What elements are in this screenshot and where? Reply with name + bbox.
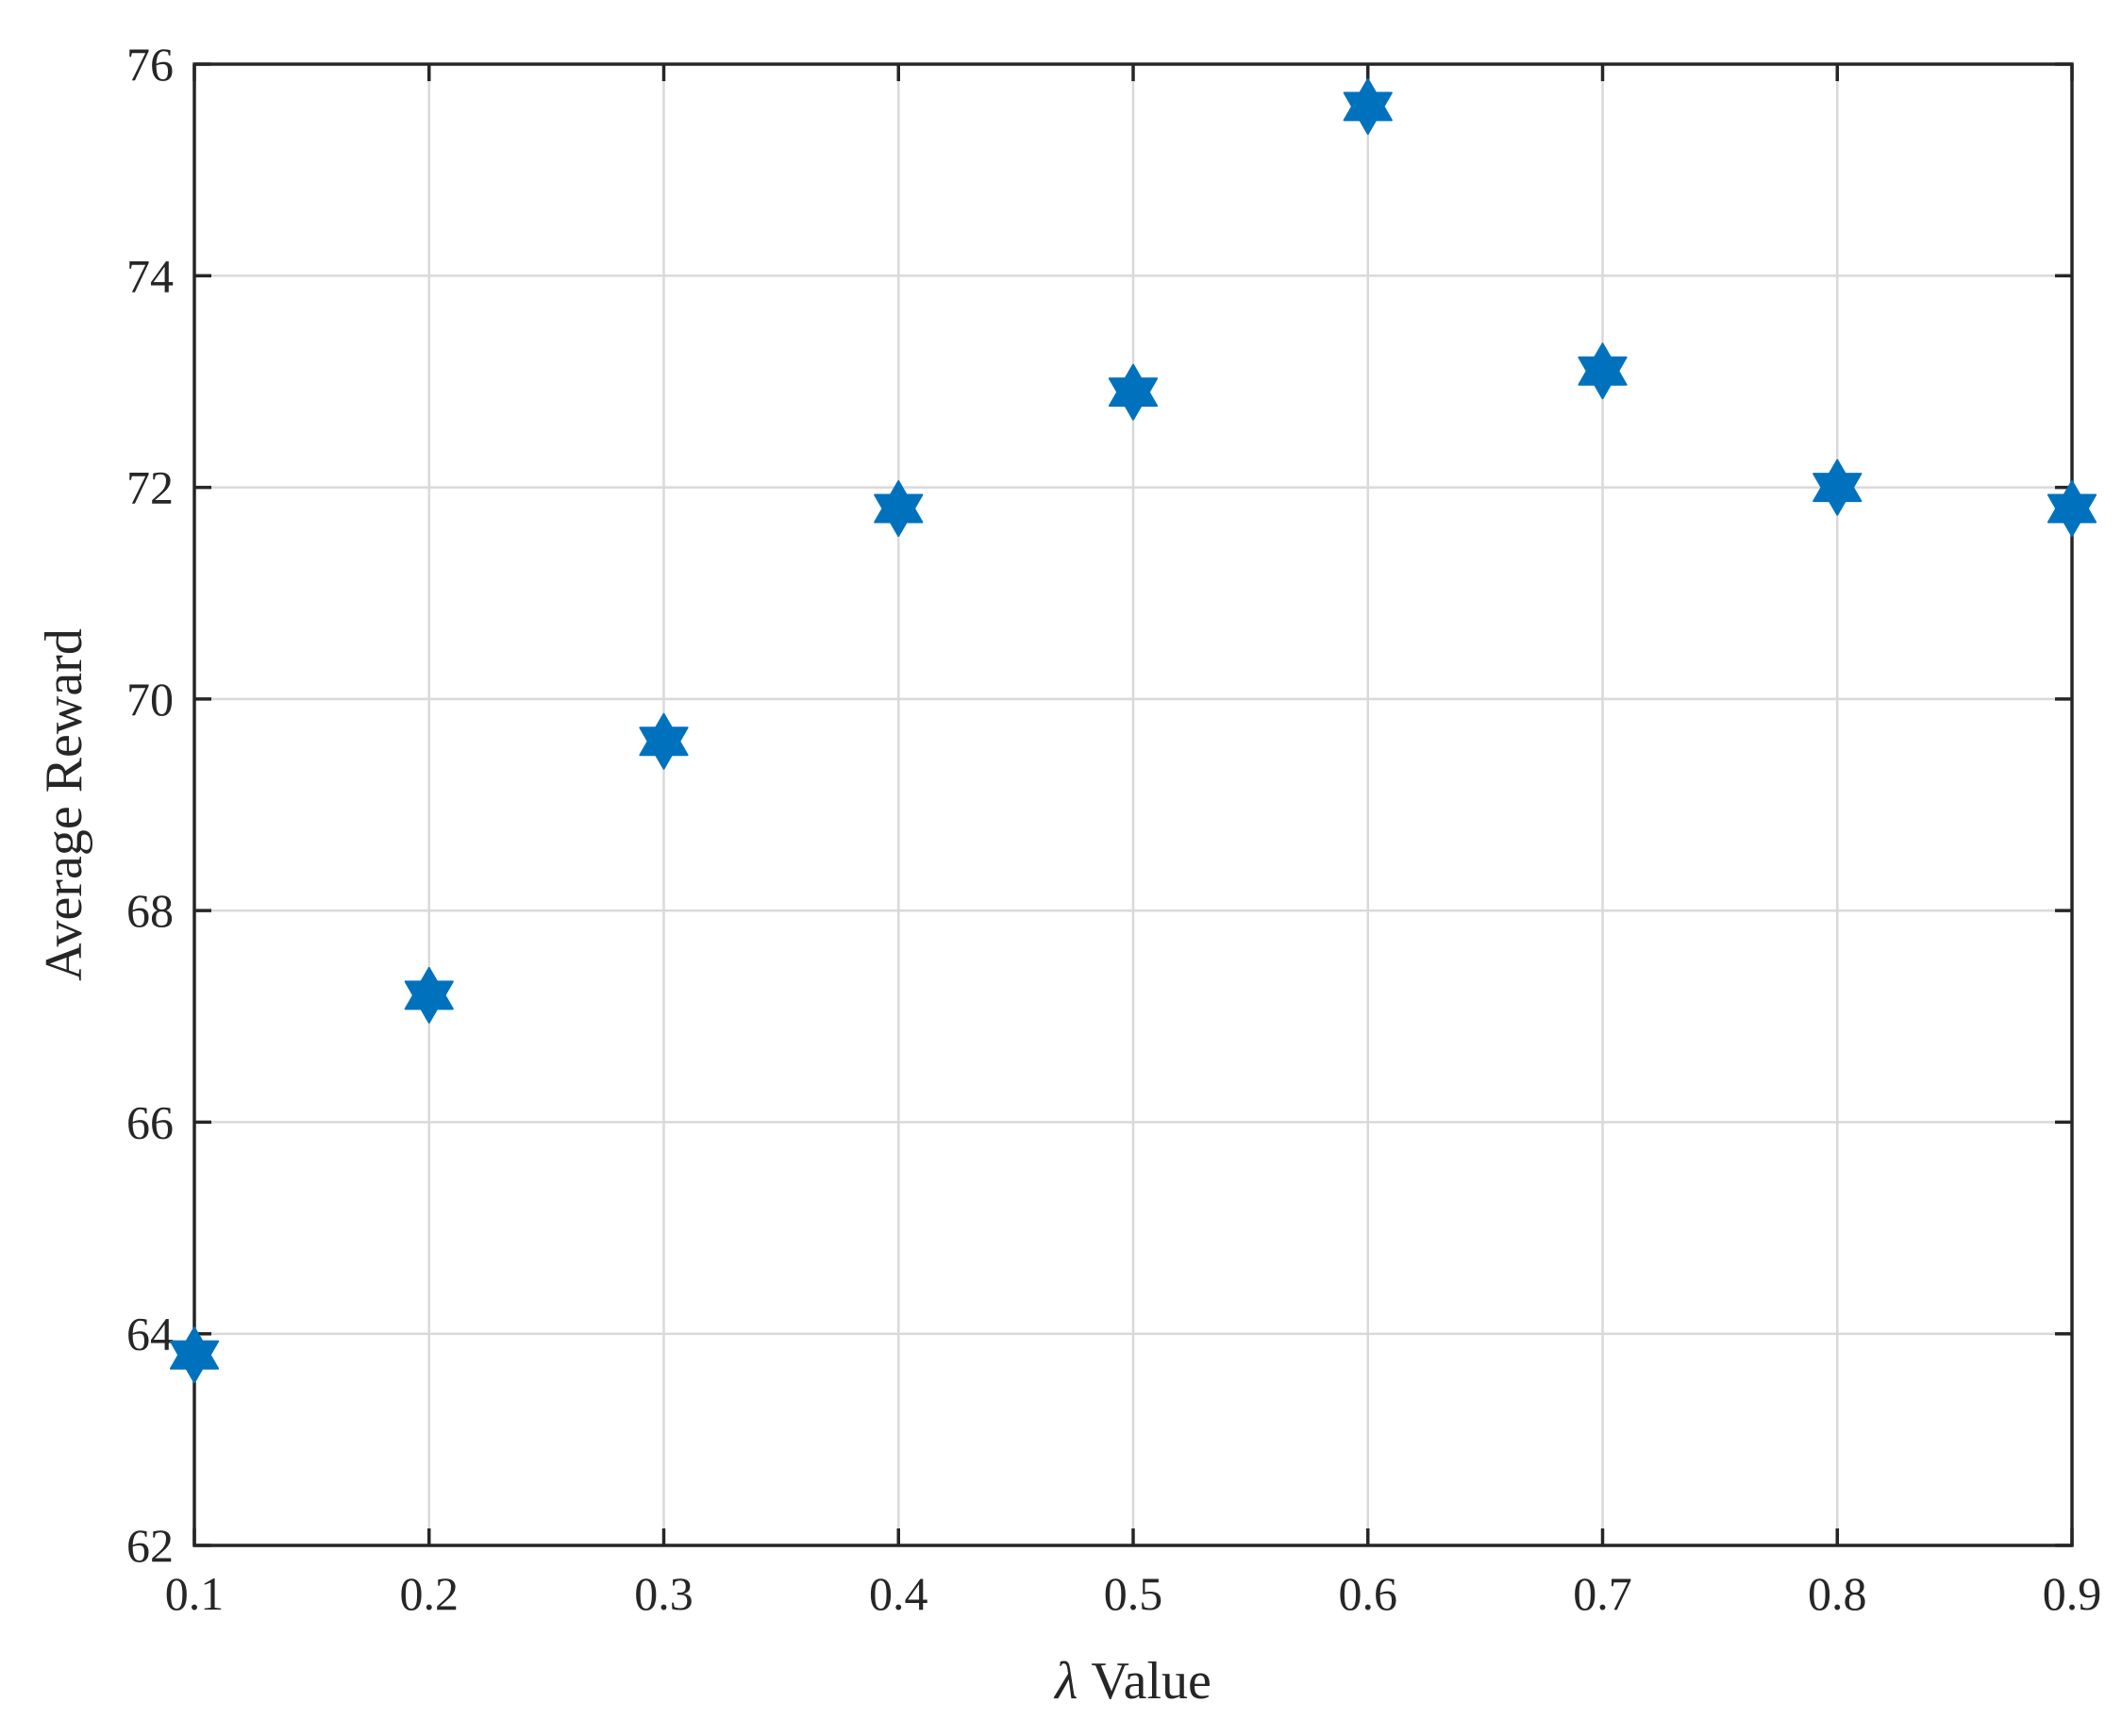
x-tick-label: 0.7 [1573,1567,1632,1620]
x-tick-label: 0.6 [1339,1567,1398,1620]
x-tick-labels: 0.1 0.2 0.3 0.4 0.5 0.6 0.7 0.8 0.9 [165,1567,2102,1620]
hexagram-triangle [1578,356,1628,400]
x-tick-label: 0.5 [1104,1567,1163,1620]
x-tick-label: 0.9 [2043,1567,2102,1620]
data-point [1108,363,1159,421]
hexagram-triangle [404,980,454,1024]
hexagram-triangle [2047,493,2097,537]
y-tick-labels: 62 64 66 68 70 72 74 76 [126,38,174,1572]
y-tick-label: 68 [126,884,174,937]
y-tick-label: 72 [126,461,174,514]
y-tick-label: 74 [126,249,174,302]
data-point [874,480,924,537]
x-tick-label: 0.3 [634,1567,693,1620]
hexagram-triangle [169,1340,220,1384]
x-axis-title-text: Value [1078,1652,1211,1711]
y-tick-label: 62 [126,1519,174,1572]
data-point [2047,480,2097,537]
data-point [169,1327,220,1384]
y-axis-title: Average Reward [35,628,93,981]
x-axis-symbol: λ [1053,1652,1078,1711]
y-tick-label: 64 [126,1308,174,1360]
data-point [1813,459,1863,516]
x-tick-label: 0.1 [165,1567,225,1620]
data-point [404,966,454,1024]
x-tick-label: 0.2 [400,1567,459,1620]
plot-area-frame [192,62,2074,1547]
data-point [639,712,689,770]
data-point [1343,77,1393,135]
x-tick-label: 0.4 [869,1567,928,1620]
y-tick-label: 66 [126,1095,174,1148]
hexagram-triangle [1108,377,1159,421]
y-tick-label: 76 [126,38,174,91]
grid [192,62,2074,1547]
hexagram-triangle [874,493,924,537]
y-tick-label: 70 [126,673,174,726]
x-tick-label: 0.8 [1808,1567,1867,1620]
hexagram-triangle [1343,92,1393,135]
hexagram-triangle [1813,473,1863,516]
data-points [169,77,2097,1384]
x-axis-title: λ Value [1053,1652,1211,1711]
data-point [1578,342,1628,400]
hexagram-triangle [639,726,689,770]
